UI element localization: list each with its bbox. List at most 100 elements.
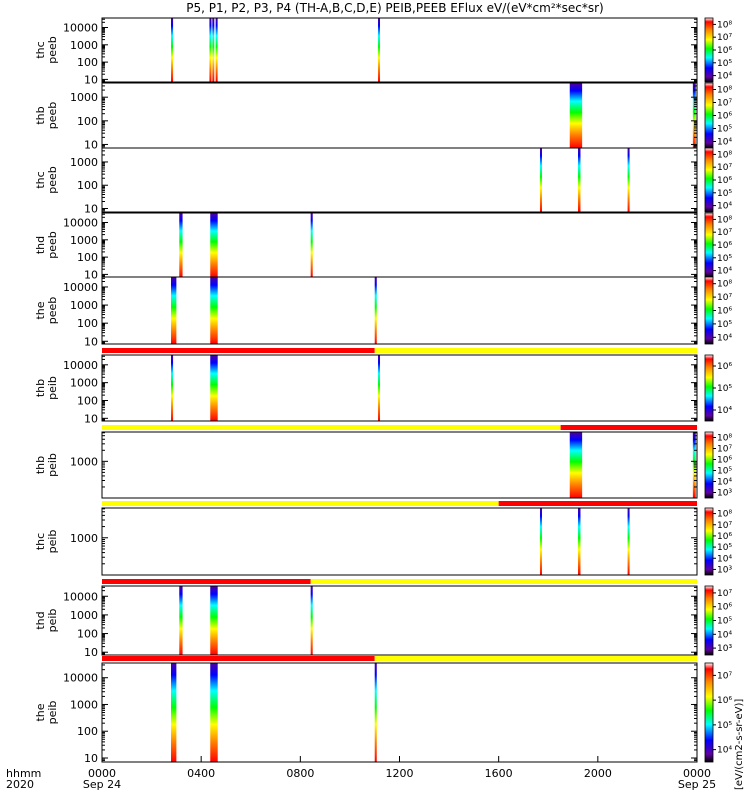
mode-bar-segment <box>102 656 375 661</box>
y-tick-label: 1000 <box>70 299 98 312</box>
y-axis-label: thb <box>34 106 47 124</box>
spectrogram-segment <box>171 663 177 762</box>
spectrogram-segment <box>374 277 377 344</box>
colorbar <box>704 147 714 213</box>
y-tick-label: 100 <box>77 56 98 69</box>
colorbar <box>704 354 714 422</box>
colorbar <box>704 507 714 576</box>
colorbar-tick-label: 10⁸ <box>717 280 732 290</box>
spectrogram-segment <box>378 355 381 421</box>
y-axis-label: thb <box>34 379 47 397</box>
y-tick-label: 1000 <box>70 39 98 52</box>
spectrogram-segment <box>210 213 218 277</box>
y-axis-label: thd <box>34 236 47 254</box>
spectrogram-segment <box>569 432 583 498</box>
x-tick-date: Sep 24 <box>83 778 121 791</box>
y-tick-label: 1000 <box>70 698 98 711</box>
spectrogram-segment <box>310 213 313 277</box>
y-tick-label: 10 <box>84 73 98 86</box>
y-tick-label: 100 <box>77 179 98 192</box>
y-tick-label: 1000 <box>70 377 98 390</box>
y-tick-label: 10000 <box>63 281 98 294</box>
colorbar-tick-label: 10⁵ <box>717 189 732 199</box>
panel-the-peeb: 10 100 1000 10000 the peeb 10⁴ 10⁵ 10⁶ 10⁷ 10⁸ <box>34 276 732 348</box>
panel-frame <box>101 507 698 576</box>
spectrogram-segment <box>539 508 542 575</box>
y-tick-label: 10000 <box>63 359 98 372</box>
mode-bar-segment <box>102 579 311 584</box>
spectrogram-segment <box>171 18 174 82</box>
y-tick-label: 1000 <box>70 234 98 247</box>
spectrogram-segment <box>210 586 218 655</box>
colorbar <box>704 662 714 763</box>
colorbar-tick-label: 10⁶ <box>717 241 732 251</box>
spectrogram-segment <box>627 508 630 575</box>
y-axis-label: peib <box>46 376 59 400</box>
hhmm-label: hhmm <box>6 767 41 780</box>
spectrogram-segment <box>374 663 377 762</box>
x-tick-date: Sep 25 <box>678 778 716 791</box>
colorbar-tick-label: 10⁷ <box>717 99 732 109</box>
y-tick-label: 10 <box>84 268 98 281</box>
x-tick-label: 0400 <box>187 767 215 780</box>
colorbar-tick-label: 10⁴ <box>717 746 732 756</box>
colorbar-tick-label: 10⁷ <box>717 521 732 531</box>
y-tick-label: 100 <box>77 115 98 128</box>
colorbar <box>704 82 714 149</box>
y-tick-label: 10 <box>84 138 98 151</box>
colorbar-tick-label: 10³ <box>717 489 732 499</box>
colorbar-tick-label: 10³ <box>717 644 732 654</box>
y-tick-label: 10 <box>84 752 98 765</box>
colorbar-tick-label: 10⁶ <box>717 362 732 372</box>
panel-frame <box>101 662 698 763</box>
y-tick-label: 10000 <box>63 217 98 230</box>
colorbar <box>704 276 714 345</box>
panel-frame <box>101 431 698 499</box>
figure-title: P5, P1, P2, P3, P4 (TH-A,B,C,D,E) PEIB,P… <box>186 1 603 15</box>
y-tick-label: 100 <box>77 317 98 330</box>
mode-bar-segment <box>310 579 697 584</box>
mode-bar-segment <box>374 348 697 353</box>
y-tick-label: 1000 <box>70 609 98 622</box>
panel-frame <box>101 212 698 278</box>
colorbar <box>704 431 714 499</box>
y-tick-label: 10000 <box>63 590 98 603</box>
year-label: 2020 <box>6 778 34 791</box>
x-tick-label: 1200 <box>386 767 414 780</box>
spectrogram-segment <box>378 18 381 82</box>
panel-frame <box>101 585 698 656</box>
panel-frame <box>101 82 698 149</box>
colorbar-tick-label: 10⁷ <box>717 671 732 681</box>
colorbar-tick-label: 10⁴ <box>717 72 732 82</box>
x-tick-label: 2000 <box>584 767 612 780</box>
colorbar-tick-label: 10⁸ <box>717 215 732 225</box>
colorbar-tick-label: 10⁵ <box>717 384 732 394</box>
y-axis-label: peeb <box>46 36 59 64</box>
y-axis-label: peeb <box>46 102 59 130</box>
y-axis-label: peeb <box>46 166 59 194</box>
spectrogram-segment <box>578 148 581 212</box>
colorbar-tick-label: 10⁶ <box>717 603 732 613</box>
x-tick-label: 1600 <box>485 767 513 780</box>
colorbar-tick-label: 10⁶ <box>717 456 732 466</box>
y-axis-label: peib <box>46 453 59 477</box>
colorbar-tick-label: 10⁷ <box>717 293 732 303</box>
spectrogram-segment <box>627 148 630 212</box>
y-axis-label: peib <box>46 530 59 554</box>
y-axis-label: thc <box>34 533 47 550</box>
colorbar-tick-label: 10⁷ <box>717 163 732 173</box>
spectrogram-segment <box>212 18 215 82</box>
colorbar-tick-label: 10⁸ <box>717 150 732 160</box>
x-tick-label: 0000 <box>683 767 711 780</box>
y-axis-label: peeb <box>46 297 59 325</box>
colorbar <box>704 585 714 656</box>
panel-thb-peeb: 10 100 1000 thb peeb 10⁴ 10⁵ 10⁶ 10⁷ 10⁸ <box>34 82 732 151</box>
colorbar-tick-label: 10⁷ <box>717 228 732 238</box>
panel-frame <box>101 354 698 422</box>
spectrogram-segment <box>569 83 583 148</box>
colorbar-tick-label: 10⁴ <box>717 630 732 640</box>
colorbar-tick-label: 10⁵ <box>717 721 732 731</box>
